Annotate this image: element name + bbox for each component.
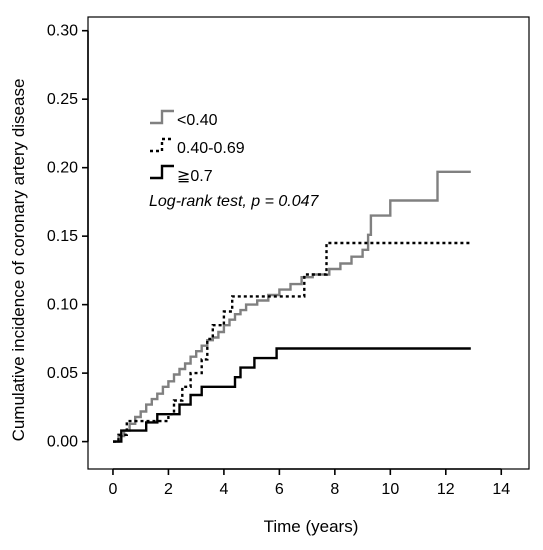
series-line-040-069	[113, 241, 471, 443]
x-ticks: 0 2 4 6 8 10 12 14	[109, 469, 510, 498]
legend-item-lt040: <0.40	[150, 109, 218, 129]
log-rank-annotation: Log-rank test, p = 0.047	[149, 193, 320, 210]
legend-label-ge07: ≧0.7	[177, 168, 213, 185]
legend-item-040-069: 0.40-0.69	[150, 137, 245, 157]
legend: <0.40 0.40-0.69 ≧0.7	[150, 109, 245, 185]
x-tick-label: 4	[219, 481, 228, 498]
y-tick-label: 0.30	[47, 23, 78, 40]
series-layer	[113, 170, 471, 443]
x-tick-label: 8	[330, 481, 339, 498]
series-line-lt040	[113, 170, 471, 443]
legend-swatch-lt040	[150, 109, 174, 125]
legend-label-lt040: <0.40	[177, 112, 218, 129]
y-tick-label: 0.15	[47, 228, 78, 245]
x-tick-label: 6	[275, 481, 284, 498]
x-tick-label: 2	[164, 481, 173, 498]
y-tick-label: 0.25	[47, 91, 78, 108]
y-tick-label: 0.05	[47, 365, 78, 382]
series-line-ge07	[113, 347, 471, 443]
x-tick-label: 10	[381, 481, 399, 498]
y-ticks: 0.00 0.05 0.10 0.15 0.20 0.25 0.30	[47, 23, 88, 451]
x-axis-title: Time (years)	[264, 517, 359, 536]
legend-swatch-ge07	[150, 164, 174, 180]
y-tick-label: 0.20	[47, 160, 78, 177]
x-tick-label: 12	[437, 481, 455, 498]
legend-label-040-069: 0.40-0.69	[177, 140, 245, 157]
y-tick-label: 0.10	[47, 297, 78, 314]
legend-swatch-040-069	[150, 137, 174, 153]
y-tick-label: 0.00	[47, 434, 78, 451]
y-axis-title: Cumulative incidence of coronary artery …	[9, 79, 28, 442]
x-tick-label: 0	[109, 481, 118, 498]
legend-item-ge07: ≧0.7	[150, 164, 213, 185]
x-tick-label: 14	[492, 481, 510, 498]
